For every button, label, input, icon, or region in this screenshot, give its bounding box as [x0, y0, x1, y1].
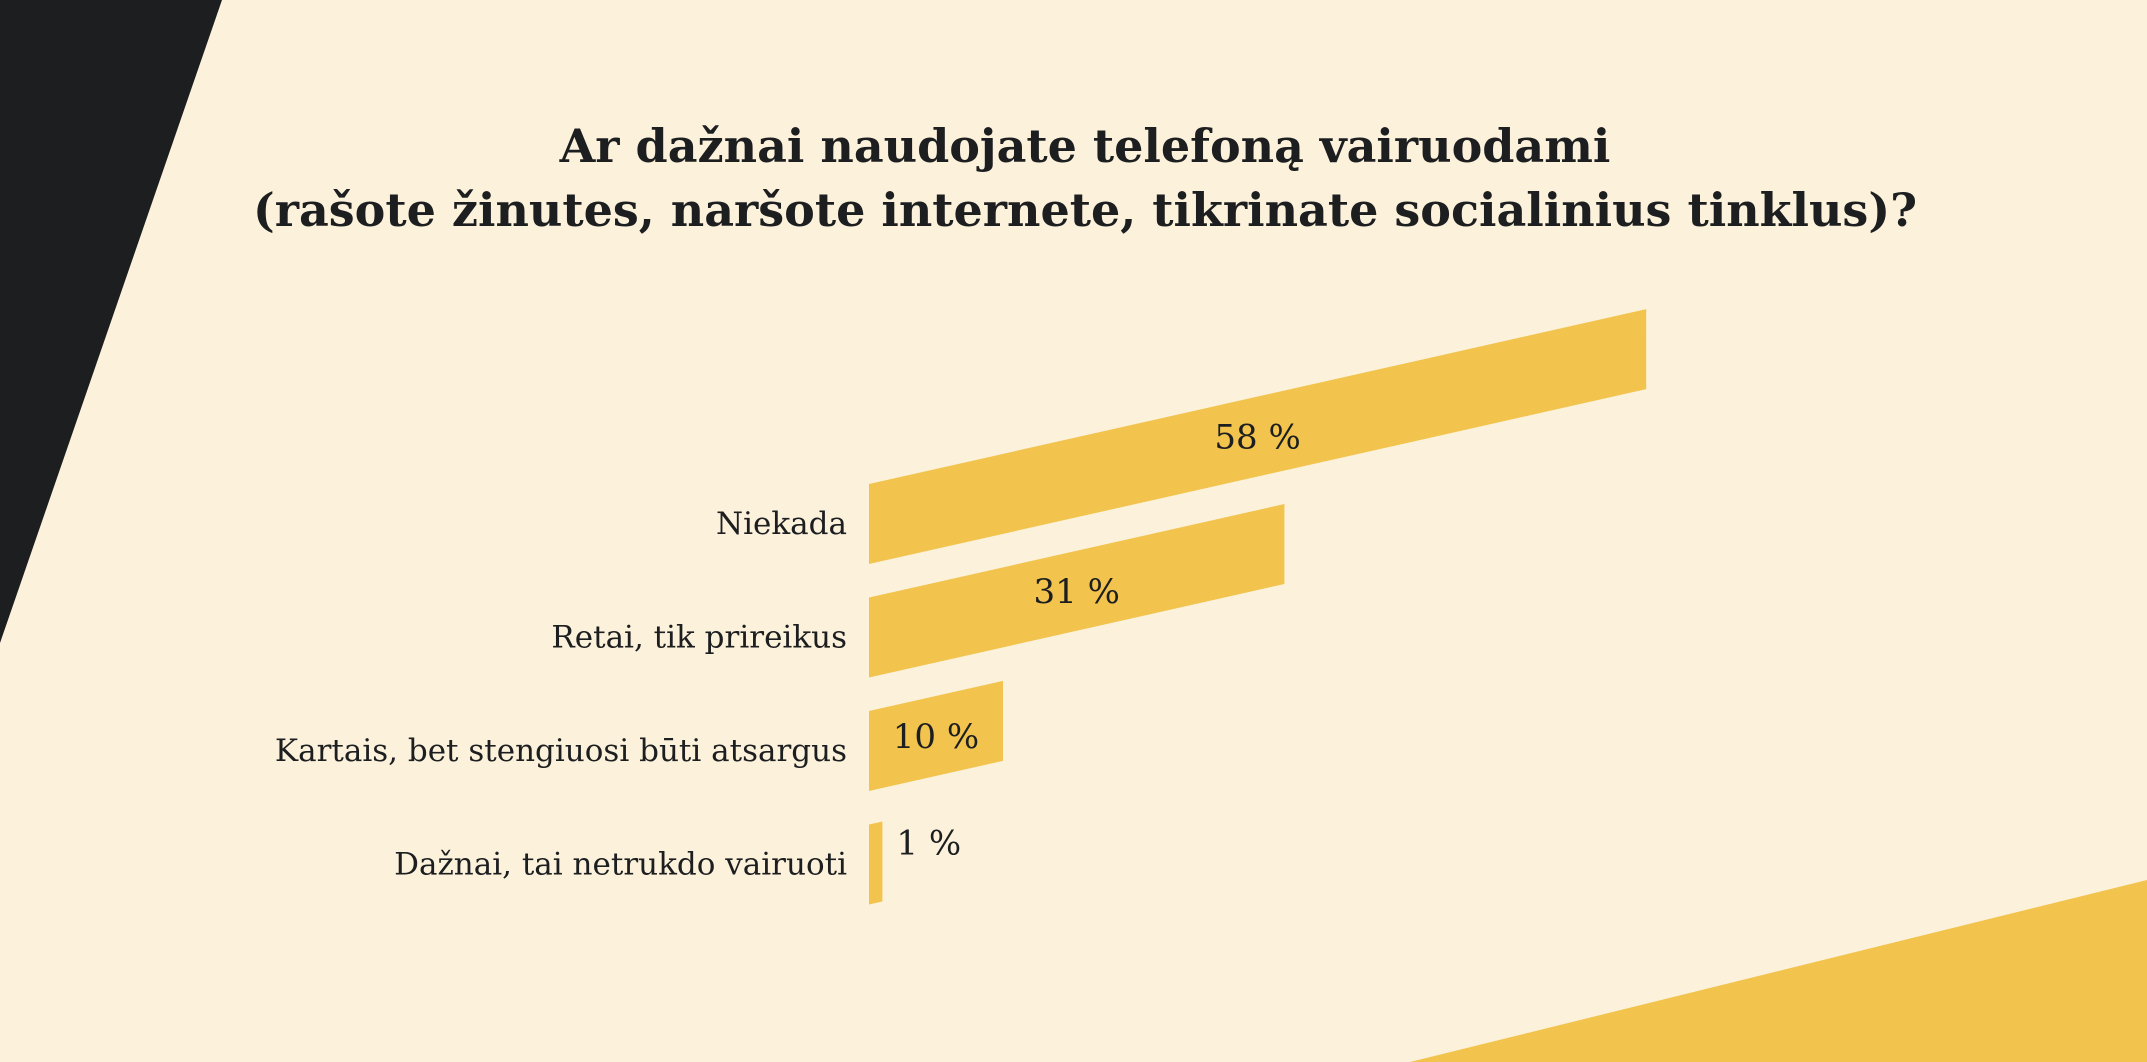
chart-title-line-1: Ar dažnai naudojate telefoną vairuodami — [559, 119, 1611, 173]
category-label: Niekada — [716, 506, 847, 542]
bar-1 — [869, 504, 1285, 678]
value-label: 31 % — [1034, 572, 1120, 612]
yellow-corner-decoration — [1410, 880, 2147, 1062]
category-label: Dažnai, tai netrukdo vairuoti — [394, 847, 847, 883]
chart-title-line-2: (rašote žinutes, naršote internete, tikr… — [252, 183, 1918, 237]
value-label: 1 % — [896, 824, 961, 864]
bar-0 — [869, 309, 1647, 564]
dark-corner-decoration — [0, 0, 222, 643]
bar-3 — [869, 821, 883, 905]
chart-title: Ar dažnai naudojate telefoną vairuodami … — [0, 114, 2147, 242]
category-label: Retai, tik prireikus — [551, 620, 847, 656]
value-label: 10 % — [893, 717, 979, 757]
value-label: 58 % — [1214, 418, 1300, 458]
bar-2 — [869, 680, 1003, 791]
category-label: Kartais, bet stengiuosi būti atsargus — [275, 733, 847, 769]
